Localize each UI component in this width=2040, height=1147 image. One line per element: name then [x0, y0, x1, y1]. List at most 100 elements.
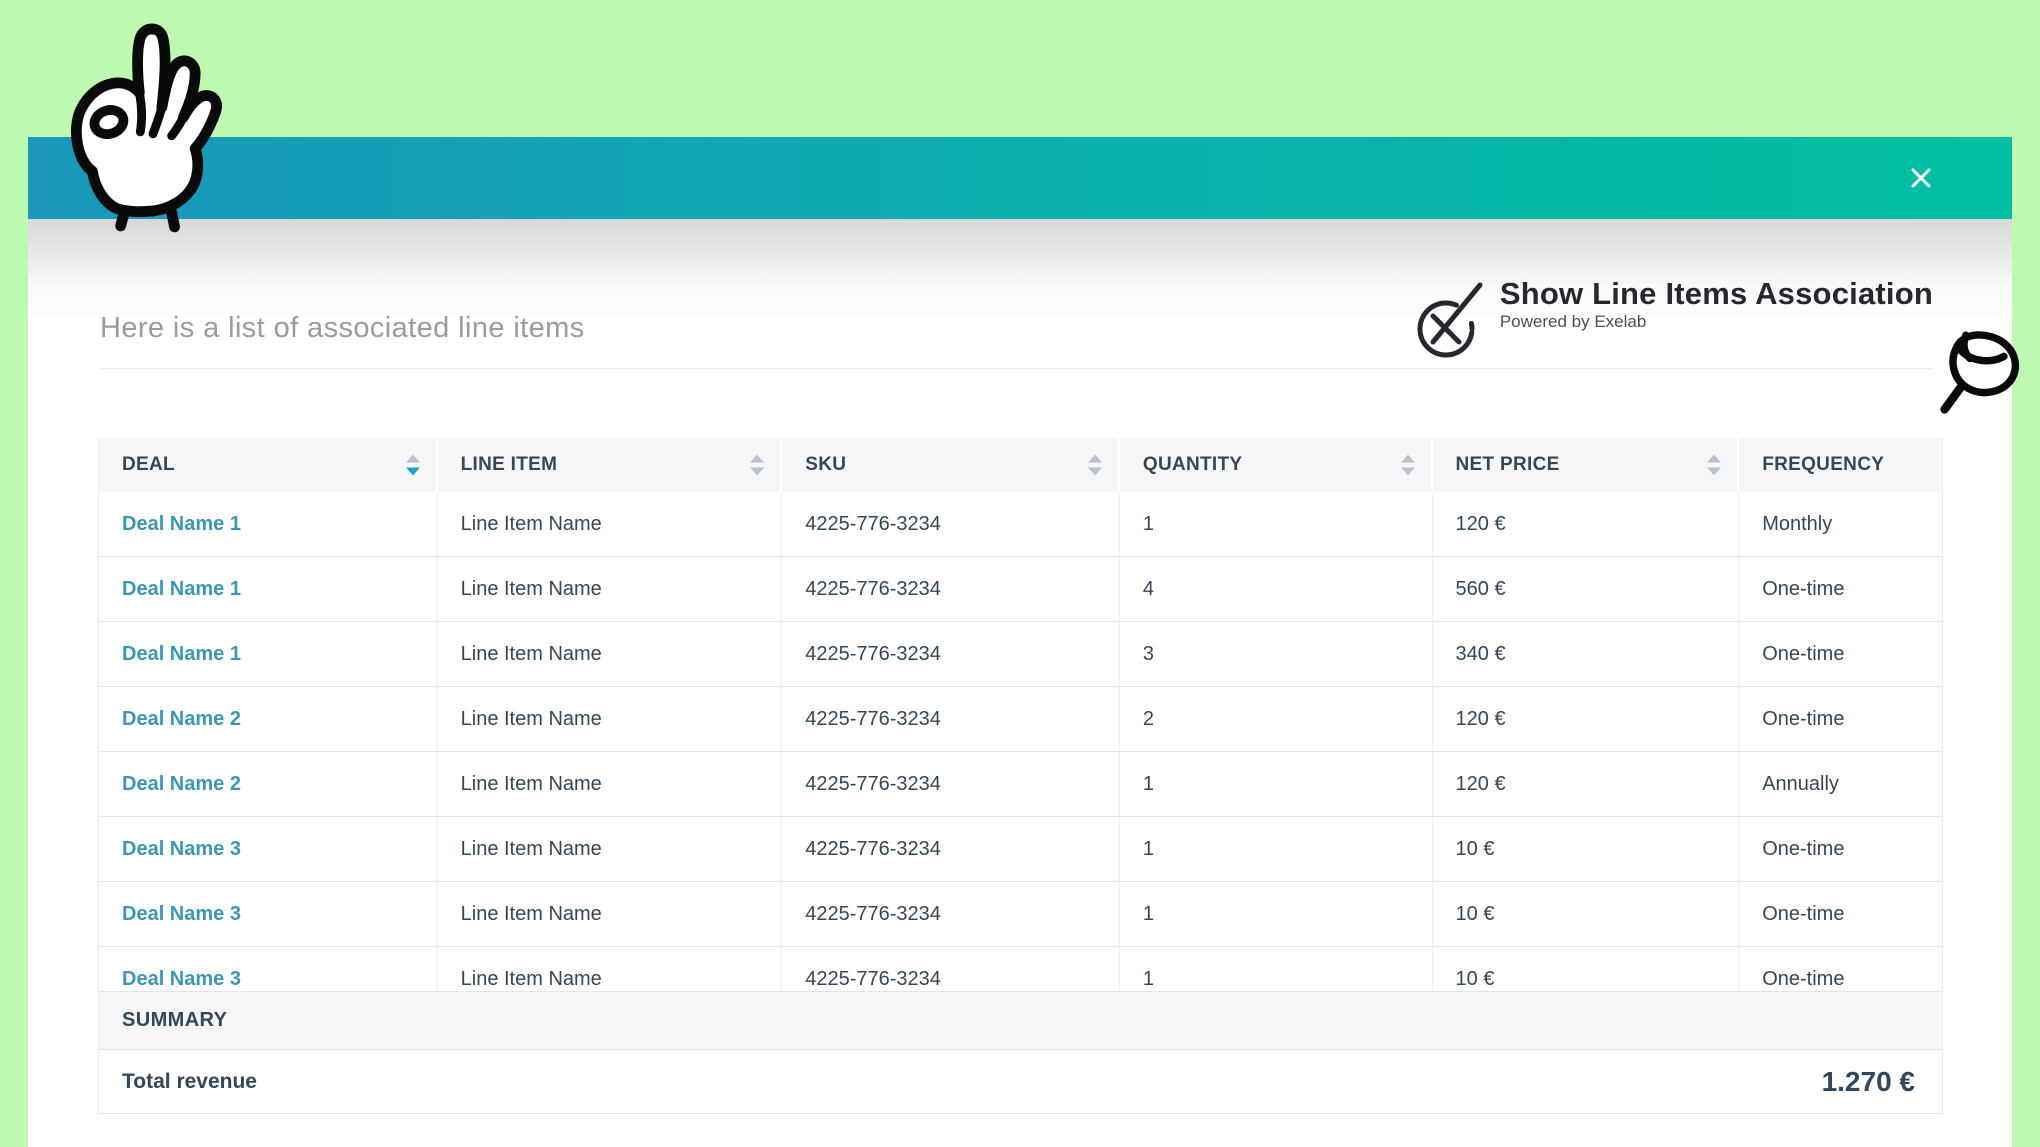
table-cell: 340 € — [1433, 622, 1740, 686]
column-header-label: NET PRICE — [1456, 454, 1560, 476]
modal-body: Here is a list of associated line items … — [28, 219, 2012, 1147]
sort-down-icon — [406, 468, 420, 476]
pushpin-icon — [1934, 314, 2040, 420]
column-header-label: SKU — [805, 454, 846, 476]
column-header-frequency: FREQUENCY — [1739, 438, 1942, 492]
table-cell: 3 — [1120, 622, 1433, 686]
table-cell: One-time — [1739, 947, 1942, 991]
table-row: Deal Name 1Line Item Name4225-776-323411… — [99, 492, 1942, 557]
table-cell: 4225-776-3234 — [782, 947, 1120, 991]
table-cell: 120 € — [1433, 752, 1740, 816]
sort-down-icon — [1707, 468, 1721, 476]
table-cell: 10 € — [1433, 817, 1740, 881]
table-cell: One-time — [1739, 557, 1942, 621]
table-row: Deal Name 2Line Item Name4225-776-323421… — [99, 687, 1942, 752]
deal-link[interactable]: Deal Name 1 — [99, 492, 438, 556]
deal-link[interactable]: Deal Name 2 — [99, 752, 438, 816]
table-cell: 1 — [1120, 492, 1433, 556]
table-cell: 560 € — [1433, 557, 1740, 621]
sort-up-icon — [750, 455, 764, 463]
table-row: Deal Name 3Line Item Name4225-776-323411… — [99, 947, 1942, 991]
line-items-modal: Here is a list of associated line items … — [28, 137, 2012, 1147]
sort-down-icon — [1088, 468, 1102, 476]
column-header-label: DEAL — [122, 454, 175, 476]
deal-link[interactable]: Deal Name 2 — [99, 687, 438, 751]
table-cell: Line Item Name — [438, 687, 783, 751]
branding: Show Line Items Association Powered by E… — [1416, 277, 1933, 368]
brand-text: Show Line Items Association Powered by E… — [1500, 277, 1933, 332]
table-cell: 2 — [1120, 687, 1433, 751]
table-cell: 4225-776-3234 — [782, 882, 1120, 946]
table-cell: One-time — [1739, 817, 1942, 881]
sort-icon[interactable] — [1401, 455, 1415, 476]
table-cell: 10 € — [1433, 947, 1740, 991]
table-cell: 4225-776-3234 — [782, 622, 1120, 686]
table-header-row: DEAL LINE ITEM SKU QUANTITY NET PRICE FREQUEN… — [99, 438, 1942, 492]
table-cell: 1 — [1120, 752, 1433, 816]
table-row: Deal Name 3Line Item Name4225-776-323411… — [99, 882, 1942, 947]
close-button[interactable] — [1904, 161, 1938, 195]
column-header-sku[interactable]: SKU — [782, 438, 1120, 492]
table-cell: 4225-776-3234 — [782, 687, 1120, 751]
deal-link[interactable]: Deal Name 1 — [99, 557, 438, 621]
deal-link[interactable]: Deal Name 3 — [99, 817, 438, 881]
table-body: Deal Name 1Line Item Name4225-776-323411… — [99, 492, 1942, 991]
column-header-deal[interactable]: DEAL — [99, 438, 438, 492]
intro-divider — [100, 368, 1933, 369]
total-revenue-value: 1.270 € — [1822, 1066, 1915, 1098]
table-cell: 4 — [1120, 557, 1433, 621]
table-row: Deal Name 2Line Item Name4225-776-323411… — [99, 752, 1942, 817]
table-cell: 120 € — [1433, 492, 1740, 556]
sort-icon[interactable] — [1707, 455, 1721, 476]
summary-total-row: Total revenue 1.270 € — [99, 1050, 1942, 1114]
table-cell: Monthly — [1739, 492, 1942, 556]
table-cell: Line Item Name — [438, 817, 783, 881]
sort-icon[interactable] — [750, 455, 764, 476]
column-header-line-item[interactable]: LINE ITEM — [438, 438, 783, 492]
circle-x-logo-icon — [1416, 279, 1486, 363]
column-header-net-price[interactable]: NET PRICE — [1433, 438, 1740, 492]
intro-text: Here is a list of associated line items — [100, 312, 585, 345]
table-cell: One-time — [1739, 622, 1942, 686]
brand-subtitle: Powered by Exelab — [1500, 312, 1933, 332]
table-cell: 1 — [1120, 817, 1433, 881]
table-cell: 120 € — [1433, 687, 1740, 751]
brand-title: Show Line Items Association — [1500, 277, 1933, 311]
table-row: Deal Name 1Line Item Name4225-776-323445… — [99, 557, 1942, 622]
line-items-table: DEAL LINE ITEM SKU QUANTITY NET PRICE FREQUEN… — [98, 438, 1943, 1114]
sort-icon[interactable] — [406, 455, 420, 476]
sort-down-icon — [1401, 468, 1415, 476]
column-header-label: FREQUENCY — [1762, 454, 1884, 476]
page: { "modal": { "intro": "Here is a list of… — [0, 0, 2040, 1147]
table-cell: 10 € — [1433, 882, 1740, 946]
table-cell: 4225-776-3234 — [782, 752, 1120, 816]
table-cell: Line Item Name — [438, 492, 783, 556]
brand-logo — [1416, 279, 1486, 368]
deal-link[interactable]: Deal Name 3 — [99, 882, 438, 946]
sort-up-icon — [406, 455, 420, 463]
column-header-label: QUANTITY — [1143, 454, 1243, 476]
ok-hand-doodle — [56, 14, 252, 240]
table-cell: One-time — [1739, 882, 1942, 946]
deal-link[interactable]: Deal Name 1 — [99, 622, 438, 686]
table-cell: 4225-776-3234 — [782, 557, 1120, 621]
table-cell: 4225-776-3234 — [782, 817, 1120, 881]
sort-up-icon — [1707, 455, 1721, 463]
table-cell: Annually — [1739, 752, 1942, 816]
table-cell: 4225-776-3234 — [782, 492, 1120, 556]
column-header-quantity[interactable]: QUANTITY — [1120, 438, 1433, 492]
deal-link[interactable]: Deal Name 3 — [99, 947, 438, 991]
pushpin-doodle — [1934, 314, 2040, 425]
ok-hand-icon — [56, 14, 252, 235]
sort-down-icon — [750, 468, 764, 476]
table-cell: Line Item Name — [438, 882, 783, 946]
table-cell: Line Item Name — [438, 557, 783, 621]
column-header-label: LINE ITEM — [461, 454, 558, 476]
table-cell: 1 — [1120, 882, 1433, 946]
table-cell: 1 — [1120, 947, 1433, 991]
close-icon — [1908, 165, 1934, 191]
table-cell: Line Item Name — [438, 622, 783, 686]
sort-up-icon — [1088, 455, 1102, 463]
sort-up-icon — [1401, 455, 1415, 463]
sort-icon[interactable] — [1088, 455, 1102, 476]
